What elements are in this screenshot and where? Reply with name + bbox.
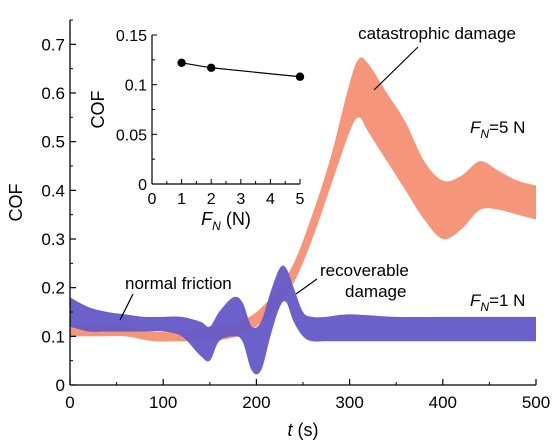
inset-data-point xyxy=(295,72,305,81)
annotation-catastrophic-damage: catastrophic damage xyxy=(358,24,516,43)
inset-x-tick-label: 1 xyxy=(177,191,186,208)
annotations: catastrophic damage recoverable damage norm… xyxy=(119,24,516,321)
annotation-leader xyxy=(373,46,419,91)
y-tick-label: 0.6 xyxy=(41,84,65,103)
inset-y-tick-label: 0.15 xyxy=(116,28,147,45)
x-tick-label: 500 xyxy=(522,393,550,412)
y-tick-label: 0 xyxy=(56,376,65,395)
y-tick-label: 0.7 xyxy=(41,35,65,54)
y-axis-title: COF xyxy=(6,184,26,222)
inset-x-tick-label: 3 xyxy=(236,191,245,208)
y-tick-label: 0.3 xyxy=(41,230,65,249)
x-tick-label: 0 xyxy=(65,393,74,412)
x-axis-title: t (s) xyxy=(287,420,318,440)
inset-data-point xyxy=(207,63,216,72)
x-tick-label: 200 xyxy=(242,393,270,412)
y-tick-label: 0.4 xyxy=(41,181,65,200)
inset-x-tick-label: 0 xyxy=(148,191,157,208)
series-label: FN=5 N xyxy=(470,118,525,141)
inset-data-point xyxy=(177,58,186,68)
y-tick-label: 0.1 xyxy=(41,327,65,346)
main-axes: 0 100 200 300 400 50000.10.20.30.40.50.60.7t … xyxy=(6,19,550,440)
annotation-leader xyxy=(119,293,134,321)
annotation-leader xyxy=(295,278,318,295)
inset-chart: 0 1 2 3 4 5 0 0.05 0.1 0.15 FN (N) COF xyxy=(88,28,305,233)
inset-y-tick-label: 0 xyxy=(138,177,147,194)
y-tick-label: 0.2 xyxy=(41,279,65,298)
x-tick-label: 400 xyxy=(429,393,457,412)
main-bands xyxy=(70,57,536,375)
inset-x-axis-title: FN (N) xyxy=(201,209,251,233)
annotation-normal-friction: normal friction xyxy=(125,274,232,293)
x-tick-label: 300 xyxy=(335,393,363,412)
series-band-5n xyxy=(70,57,536,342)
inset-y-axis-title: COF xyxy=(88,91,108,129)
annotation-recoverable-damage: recoverable damage xyxy=(320,261,409,301)
inset-x-tick-label: 2 xyxy=(207,191,216,208)
inset-y-tick-label: 0.1 xyxy=(125,78,147,95)
series-band-1n xyxy=(70,265,536,375)
x-tick-label: 100 xyxy=(149,393,177,412)
series-label: FN=1 N xyxy=(470,291,525,314)
series-labels: FN=5 N FN=1 N xyxy=(470,118,525,314)
inset-x-tick-label: 4 xyxy=(266,191,275,208)
inset-series-line xyxy=(181,62,301,78)
y-tick-label: 0.5 xyxy=(41,133,65,152)
inset-x-tick-label: 5 xyxy=(296,191,305,208)
inset-y-tick-label: 0.05 xyxy=(116,127,147,144)
